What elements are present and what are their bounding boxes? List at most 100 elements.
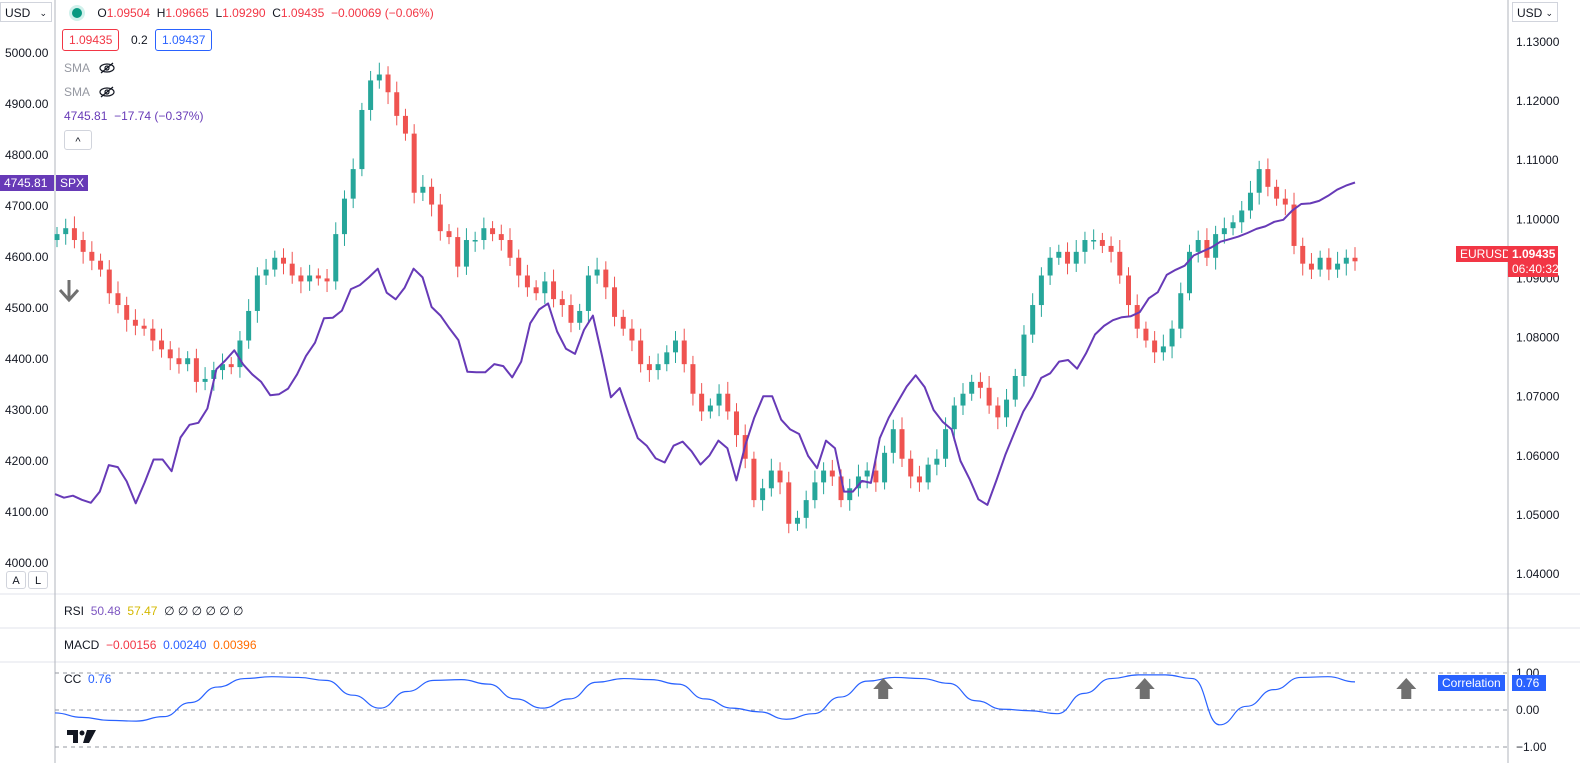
collapse-legend-button[interactable]: ^ (64, 130, 92, 150)
candle-body (716, 393, 722, 406)
candle-body (603, 269, 609, 288)
candle-body (925, 464, 931, 483)
candle-body (1326, 257, 1332, 270)
candle-body (437, 204, 443, 232)
left-currency-label: USD (5, 6, 31, 20)
correlation-value-tag: 0.76 (1512, 675, 1546, 691)
candle-body (307, 275, 313, 282)
candle-body (855, 476, 861, 489)
low-value: 1.09290 (222, 6, 266, 20)
candle-body (699, 393, 705, 412)
open-value: 1.09504 (106, 6, 151, 20)
candle-body (202, 378, 208, 382)
eye-crossed-icon[interactable] (99, 61, 115, 75)
candle-body (568, 305, 574, 323)
left-axis-tick: 5000.00 (5, 46, 49, 60)
left-currency-select[interactable]: USD ⌄ (0, 2, 52, 22)
sma-indicator-1[interactable]: SMA (64, 61, 115, 75)
candle-body (1065, 251, 1071, 264)
candle-body (420, 186, 426, 193)
left-axis-tick: 4700.00 (5, 199, 49, 213)
left-axis-tick: 4500.00 (5, 301, 49, 315)
sma-label: SMA (64, 61, 90, 75)
cc-axis-tick: 0.00 (1516, 703, 1540, 717)
chevron-up-icon: ^ (75, 136, 81, 148)
candle-body (890, 429, 896, 453)
candle-body (725, 393, 731, 412)
candle-body (794, 517, 800, 524)
arrow-up-icon (1134, 678, 1155, 699)
candle-body (1265, 169, 1271, 187)
candle-body (1082, 240, 1088, 252)
candle-body (577, 310, 583, 323)
sma-indicator-2[interactable]: SMA (64, 85, 115, 99)
candle-body (507, 240, 513, 258)
candle-body (1056, 251, 1062, 258)
candle-body (150, 328, 156, 341)
spx-change: −17.74 (−0.37%) (114, 109, 204, 123)
candle-body (542, 281, 548, 294)
candle-body (115, 293, 121, 306)
candle-body (916, 476, 922, 483)
candle-body (995, 405, 1001, 418)
candle-body (490, 228, 496, 235)
auto-scale-label: A (12, 575, 20, 587)
low-label: L (215, 6, 223, 20)
rsi-value: 50.48 (90, 604, 121, 618)
candle-body (673, 340, 679, 353)
candle-body (777, 470, 783, 483)
buy-button[interactable]: 1.09437 (155, 29, 213, 51)
eye-crossed-icon[interactable] (99, 85, 115, 99)
candle-body (664, 352, 670, 365)
log-scale-button[interactable]: L (28, 571, 48, 589)
candle-body (324, 278, 330, 282)
ohlc-legend: O1.09504 H1.09665 L1.09290 C1.09435 −0.0… (72, 6, 434, 20)
tradingview-logo[interactable] (66, 728, 98, 747)
right-axis-tick: 1.12000 (1516, 94, 1560, 108)
candle-body (681, 340, 687, 365)
candle-body (446, 231, 452, 238)
eurusd-candles (54, 62, 1358, 534)
right-axis-tick: 1.10000 (1516, 212, 1560, 226)
auto-scale-button[interactable]: A (6, 571, 26, 589)
eurusd-symbol-tag: EURUSD (1456, 246, 1515, 262)
candle-body (612, 287, 618, 317)
macd-name: MACD (64, 638, 100, 652)
candle-body (1117, 251, 1123, 276)
candle-body (1099, 240, 1105, 246)
annotations (58, 280, 1417, 699)
candle-body (838, 476, 844, 501)
candle-body (760, 488, 766, 501)
right-axis-tick: 1.08000 (1516, 331, 1560, 345)
candle-body (585, 275, 591, 311)
right-axis-tick: 1.04000 (1516, 567, 1560, 581)
candle-body (1230, 222, 1236, 229)
candle-body (472, 240, 478, 242)
candle-body (463, 240, 469, 267)
candle-body (1152, 340, 1158, 353)
candle-body (1169, 328, 1175, 347)
candle-body (1134, 305, 1140, 329)
candle-body (429, 186, 435, 205)
candle-body (690, 364, 696, 394)
candle-body (498, 234, 504, 241)
right-currency-label: USD (1517, 6, 1543, 20)
close-value: 1.09435 (280, 6, 325, 20)
candle-body (977, 381, 983, 388)
candle-body (655, 364, 661, 371)
rsi-empty-values: ∅ ∅ ∅ ∅ ∅ ∅ (164, 604, 244, 618)
candle-body (1291, 204, 1297, 246)
sell-button[interactable]: 1.09435 (62, 29, 120, 51)
candle-body (359, 109, 365, 170)
rsi-ma-value: 57.47 (127, 604, 158, 618)
right-currency-select[interactable]: USD ⌄ (1512, 2, 1558, 22)
candle-body (829, 470, 835, 477)
sell-price: 1.09435 (69, 33, 113, 47)
left-axis-tick: 4600.00 (5, 250, 49, 264)
candle-body (106, 269, 112, 294)
arrow-up-icon (1396, 678, 1417, 699)
candle-body (1274, 186, 1280, 199)
candle-body (943, 429, 949, 459)
